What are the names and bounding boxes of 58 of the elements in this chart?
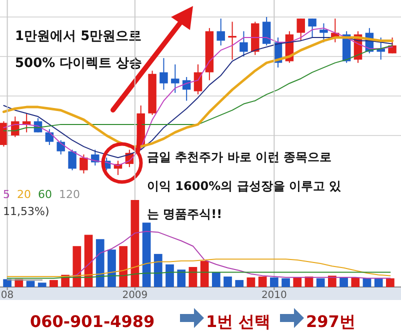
bar xyxy=(282,278,290,287)
bar xyxy=(362,278,372,287)
annotation: 500% 다이렉트 상승 xyxy=(15,56,142,71)
candlestick xyxy=(308,18,316,38)
bar xyxy=(316,278,325,287)
candlestick xyxy=(228,21,236,60)
bar xyxy=(212,272,220,287)
candlestick xyxy=(296,18,305,42)
bar xyxy=(351,277,360,287)
bar xyxy=(328,276,336,287)
text: 1번 선택 xyxy=(206,312,271,331)
candlestick xyxy=(171,64,180,94)
bar xyxy=(270,277,278,287)
bar xyxy=(38,282,46,287)
bar xyxy=(188,266,198,287)
bar xyxy=(177,270,186,287)
text: 060-901-4989 xyxy=(30,312,155,331)
candlestick xyxy=(216,18,225,46)
annotation: 1만원에서 5만원으로 xyxy=(15,29,142,44)
annotation: 11,53%) xyxy=(3,205,50,218)
bar xyxy=(108,250,116,287)
bar xyxy=(200,260,209,287)
candlestick xyxy=(388,37,396,54)
x-tick-label: 2010 xyxy=(261,290,287,301)
x-tick-label: 2009 xyxy=(122,290,148,301)
candlestick xyxy=(194,64,202,95)
bar xyxy=(258,276,267,287)
bar xyxy=(119,246,128,287)
bar xyxy=(246,277,256,287)
bar xyxy=(340,277,348,287)
text: 이익 1600%의 급성장을 이루고 있 xyxy=(147,179,342,193)
bar xyxy=(293,277,302,287)
text: 297번 xyxy=(306,312,356,331)
bar xyxy=(72,246,82,287)
bar xyxy=(130,200,140,287)
bar xyxy=(50,280,58,287)
x-tick-label: 08 xyxy=(0,290,14,301)
bar xyxy=(26,280,35,287)
candlestick xyxy=(56,140,65,155)
bar xyxy=(224,276,232,287)
bar xyxy=(142,222,151,287)
candlestick xyxy=(376,37,385,60)
bar xyxy=(374,278,383,287)
candlestick xyxy=(240,30,248,57)
bar xyxy=(154,254,162,287)
candlestick xyxy=(80,154,88,174)
bar xyxy=(3,279,12,287)
bar xyxy=(386,278,394,287)
bar xyxy=(166,264,174,287)
bar xyxy=(235,280,244,287)
annotation: 는 명품주식!! xyxy=(147,207,222,221)
candlestick xyxy=(160,58,168,90)
candlestick xyxy=(262,16,271,46)
candlestick xyxy=(320,22,328,43)
candlestick xyxy=(45,128,54,146)
candlestick xyxy=(68,149,76,171)
annotation: 금일 추천주가 바로 이런 종목으로 xyxy=(147,150,332,164)
bar xyxy=(96,239,104,287)
